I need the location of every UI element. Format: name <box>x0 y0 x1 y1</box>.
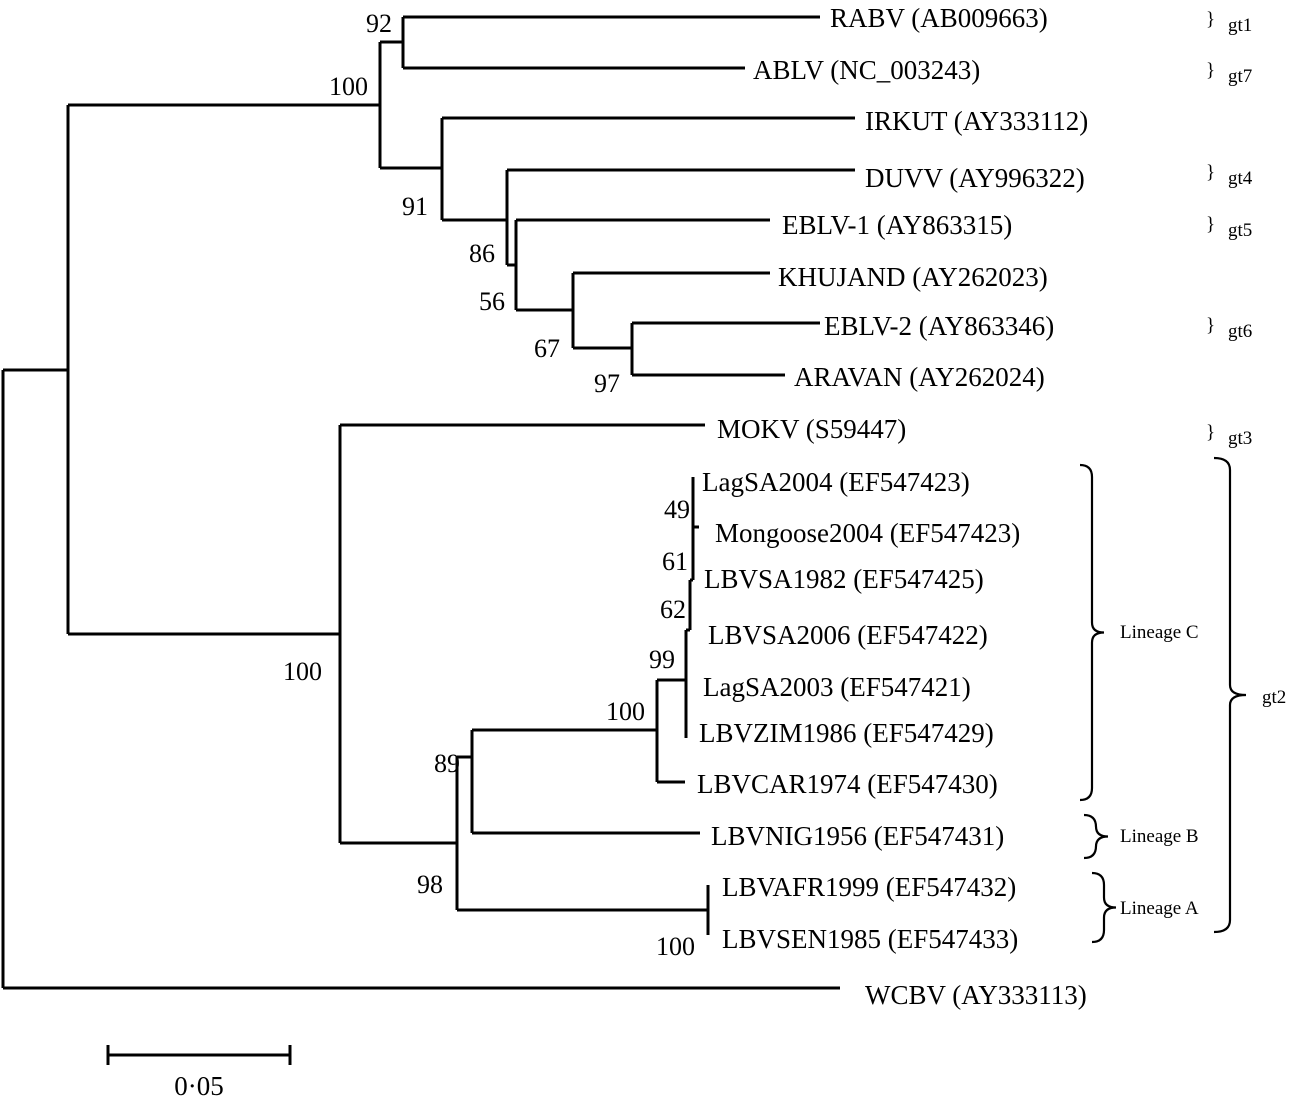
taxon-label: DUVV (AY996322) <box>865 163 1085 193</box>
lineage-brace <box>1079 463 1105 802</box>
genotype-label: gt6 <box>1228 321 1252 342</box>
bootstrap-value: 97 <box>594 369 620 398</box>
taxon-label: LBVSA1982 (EF547425) <box>704 564 984 594</box>
bootstrap-value: 100 <box>606 697 645 726</box>
taxon-label: MOKV (S59447) <box>717 414 906 444</box>
taxon-label: EBLV-1 (AY863315) <box>782 210 1012 240</box>
taxon-label: LBVAFR1999 (EF547432) <box>722 872 1016 902</box>
genotype-brace: } <box>1206 162 1215 183</box>
taxon-label: KHUJAND (AY262023) <box>778 262 1048 292</box>
scale-bar-line <box>106 1045 292 1065</box>
taxon-label: ABLV (NC_003243) <box>753 55 980 85</box>
genotype-label: gt4 <box>1228 168 1253 189</box>
genotype-brace: } <box>1206 60 1215 81</box>
taxon-label: RABV (AB009663) <box>830 3 1048 33</box>
taxon-label: WCBV (AY333113) <box>865 980 1087 1010</box>
genotype-brace: } <box>1206 214 1215 235</box>
scale-bar-label: 0·05 <box>174 1071 224 1101</box>
genotype-label: gt7 <box>1228 66 1252 87</box>
bootstrap-value: 98 <box>417 870 443 899</box>
genotype-label: gt5 <box>1228 220 1252 241</box>
bootstrap-value: 99 <box>649 645 675 674</box>
bootstrap-value: 49 <box>664 495 690 524</box>
genotype-brace: } <box>1206 9 1215 30</box>
taxon-label: LBVCAR1974 (EF547430) <box>697 769 998 799</box>
bootstrap-value: 92 <box>366 9 392 38</box>
taxon-label: LBVSA2006 (EF547422) <box>708 620 988 650</box>
gt2-label: gt2 <box>1262 687 1286 708</box>
tree-branches <box>1 15 855 990</box>
bootstrap-value: 100 <box>329 72 368 101</box>
taxon-label: IRKUT (AY333112) <box>865 106 1088 136</box>
bootstrap-value: 56 <box>479 287 505 316</box>
taxon-label: LBVSEN1985 (EF547433) <box>722 924 1018 954</box>
bootstrap-value: 89 <box>434 749 460 778</box>
lineage-brace <box>1083 813 1109 860</box>
bootstrap-value: 61 <box>662 547 688 576</box>
genotype-brace: } <box>1206 315 1215 336</box>
taxon-label: ARAVAN (AY262024) <box>794 362 1045 392</box>
bootstrap-value: 86 <box>469 239 495 268</box>
genotype-label: gt1 <box>1228 15 1252 36</box>
taxon-label: EBLV-2 (AY863346) <box>824 311 1054 341</box>
lineage-brace <box>1091 871 1117 944</box>
bootstrap-value: 100 <box>656 932 695 961</box>
bootstrap-value: 100 <box>283 657 322 686</box>
bootstrap-value: 62 <box>660 595 686 624</box>
gt2-brace <box>1213 456 1247 934</box>
lineage-label: Lineage A <box>1120 898 1199 919</box>
bootstrap-value: 91 <box>402 192 428 221</box>
lineage-label: Lineage C <box>1120 622 1199 643</box>
taxon-label: LBVZIM1986 (EF547429) <box>699 718 994 748</box>
taxon-labels: RABV (AB009663) ABLV (NC_003243) IRKUT (AY… <box>697 3 1088 1010</box>
taxon-label: LBVNIG1956 (EF547431) <box>711 821 1004 851</box>
group-annotations: } gt1} gt7} gt4} gt5} gt6} gt3 Lineage C Lineage… <box>1079 9 1286 944</box>
scale-bar: 0·05 <box>106 1045 292 1101</box>
lineage-label: Lineage B <box>1120 826 1199 847</box>
taxon-label: LagSA2004 (EF547423) <box>702 467 970 497</box>
genotype-brace: } <box>1206 422 1215 443</box>
taxon-label: Mongoose2004 (EF547423) <box>715 518 1020 548</box>
genotype-label: gt3 <box>1228 428 1252 449</box>
taxon-label: LagSA2003 (EF547421) <box>703 672 971 702</box>
bootstrap-value: 67 <box>534 334 560 363</box>
